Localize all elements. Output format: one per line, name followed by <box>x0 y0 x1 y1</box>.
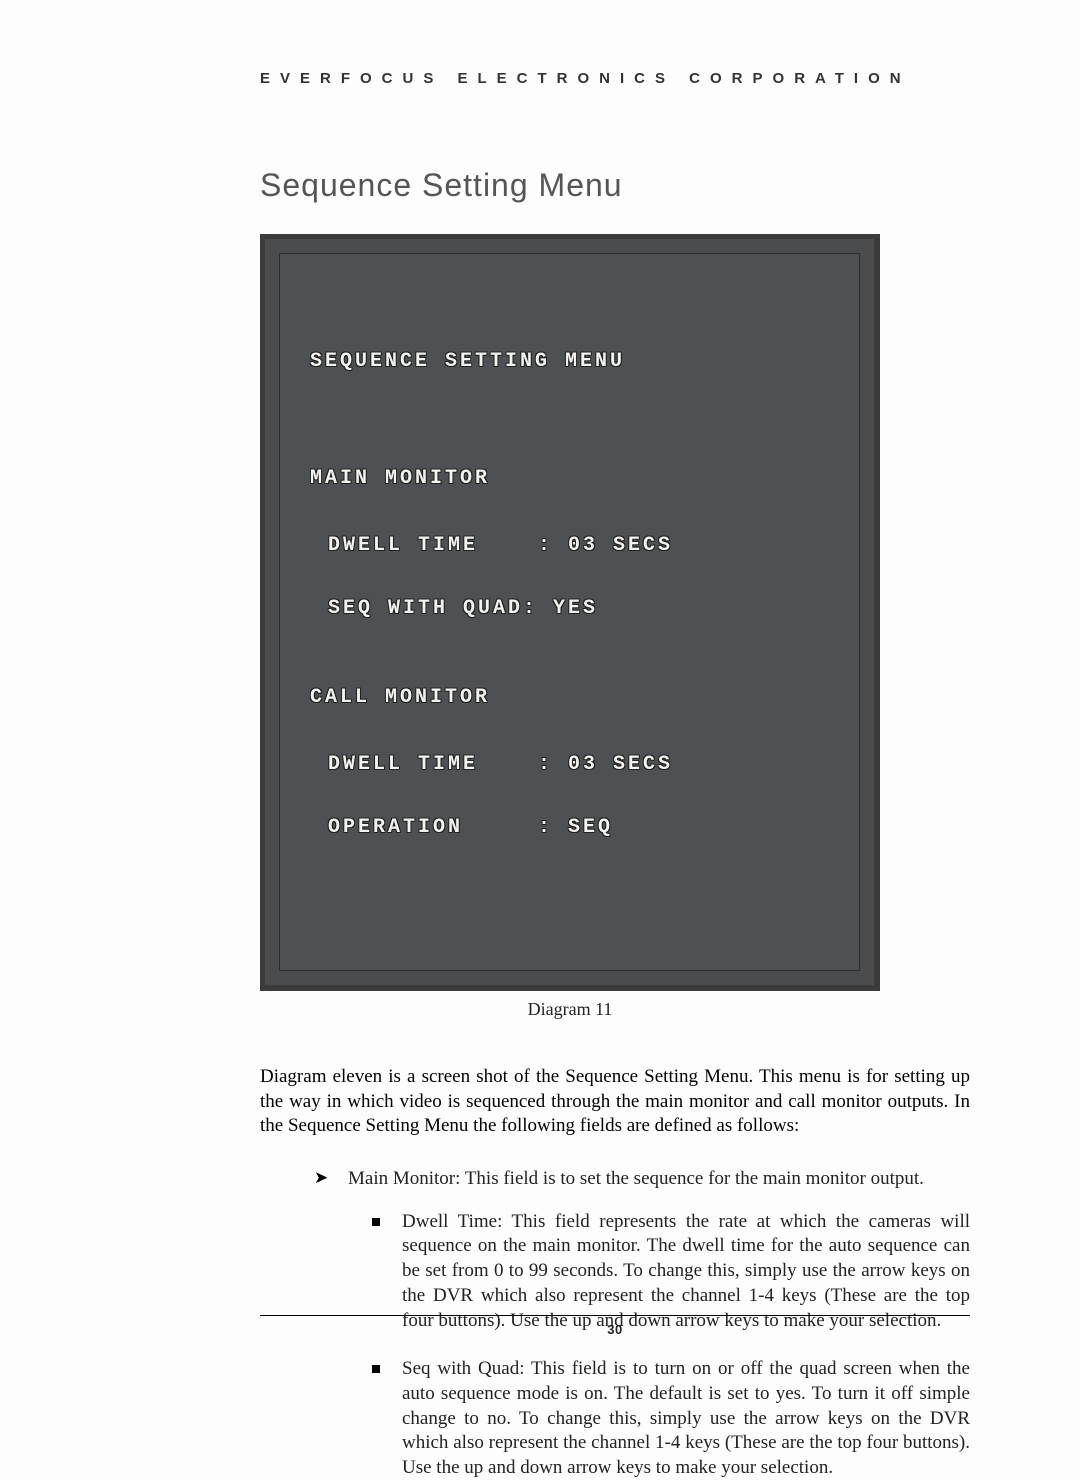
company-header: EVERFOCUS ELECTRONICS CORPORATION <box>260 70 970 87</box>
main-dwell-time-field: DWELL TIME : 03 SECS <box>310 535 829 556</box>
seq-quad-bullet: Seq with Quad: This field is to turn on … <box>372 1357 970 1480</box>
page-footer: 30 <box>260 1315 970 1337</box>
main-monitor-bullet-text: Main Monitor: This field is to set the s… <box>348 1168 924 1189</box>
diagram-caption: Diagram 11 <box>260 999 880 1020</box>
page-number: 30 <box>607 1322 622 1337</box>
call-monitor-label: CALL MONITOR <box>310 687 829 708</box>
call-operation-field: OPERATION : SEQ <box>310 817 829 838</box>
intro-paragraph: Diagram eleven is a screen shot of the S… <box>260 1065 970 1139</box>
inner-bullet-list: Dwell Time: This field represents the ra… <box>348 1210 970 1481</box>
screen-menu-heading: SEQUENCE SETTING MENU <box>310 351 829 372</box>
call-dwell-time-field: DWELL TIME : 03 SECS <box>310 754 829 775</box>
main-monitor-label: MAIN MONITOR <box>310 468 829 489</box>
page-title: Sequence Setting Menu <box>260 167 970 204</box>
crt-monitor-frame: SEQUENCE SETTING MENU MAIN MONITOR DWELL… <box>260 234 880 991</box>
crt-screen: SEQUENCE SETTING MENU MAIN MONITOR DWELL… <box>279 253 860 971</box>
main-seq-quad-field: SEQ WITH QUAD: YES <box>310 598 829 619</box>
